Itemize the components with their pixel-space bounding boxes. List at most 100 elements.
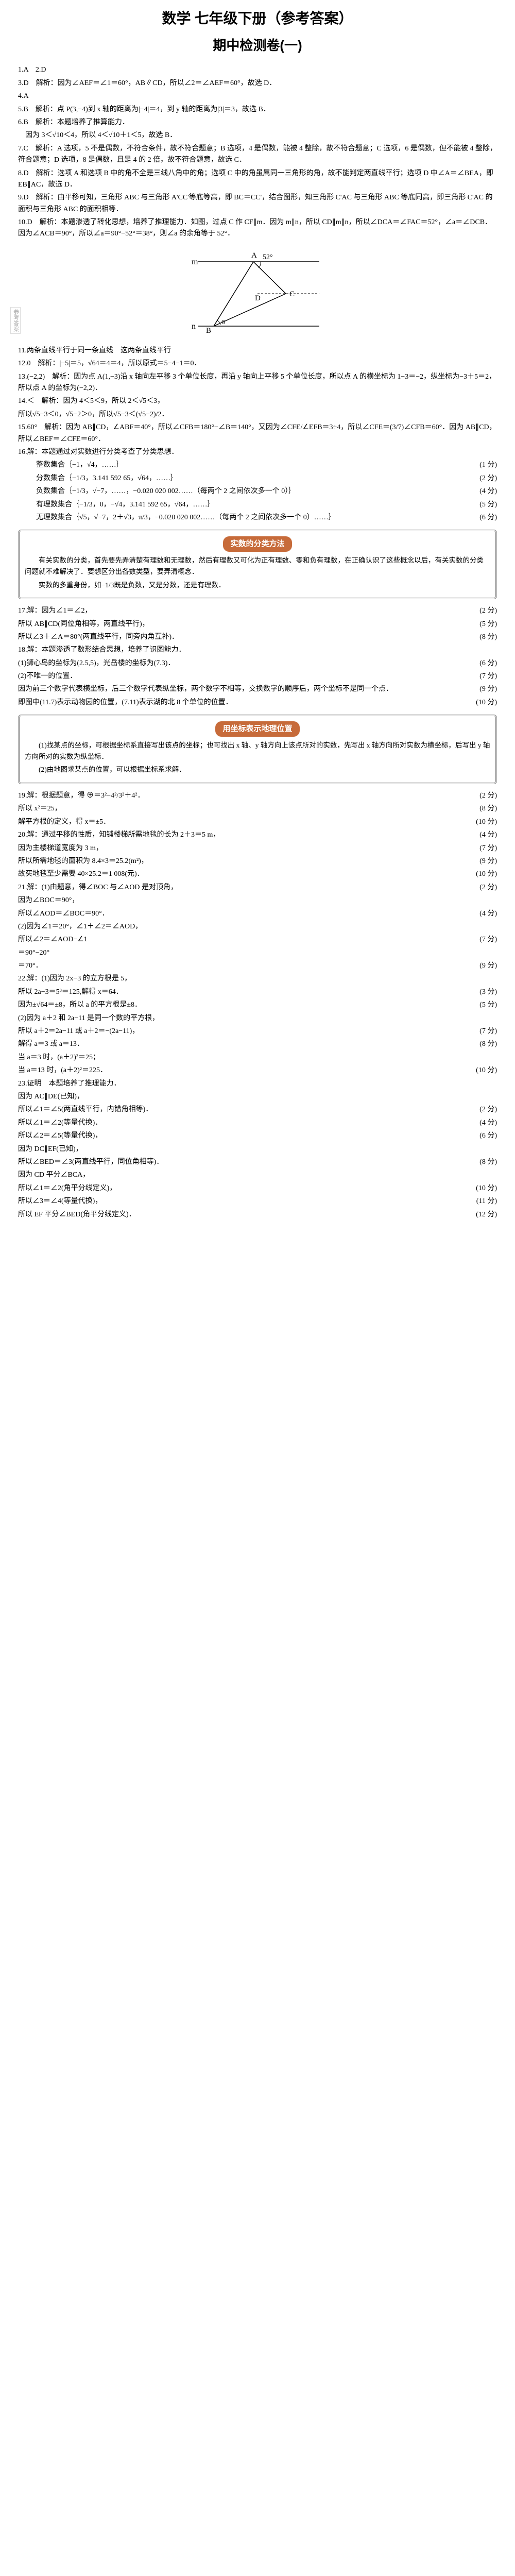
q17: 17.解：因为∠1＝∠2，(2 分) — [18, 605, 497, 617]
q6: 6.B 解析：本题培养了推算能力． — [18, 117, 497, 128]
q20d: 故买地毯至少需要 40×25.2＝1 008(元)．(10 分) — [18, 869, 497, 880]
q22d: (2)因为 a＋2 和 2a−11 是同一个数的平方根， — [18, 1013, 497, 1024]
q5: 5.B 解析：点 P(3,−4)到 x 轴的距离为|−4|＝4，到 y 轴的距离… — [18, 104, 497, 115]
q17c: 所以∠3＋∠A＝80°(两直线平行，同旁内角互补)．(8 分) — [18, 632, 497, 643]
q20: 20.解：通过平移的性质，知铺楼梯所需地毯的长为 2＋3＝5 m，(4 分) — [18, 829, 497, 841]
q14b: 所以√5−3＜0，√5−2＞0，所以√5−3＜(√5−2)/2． — [18, 409, 497, 420]
q22b: 所以 2a−3＝5³＝125,解得 x＝64．(3 分) — [18, 987, 497, 998]
q21b: 因为∠BOC＝90°， — [18, 895, 497, 906]
q23e: 因为 DC∥EF(已知)， — [18, 1144, 497, 1155]
q9: 9.D 解析：由平移可知，三角形 ABC 与三角形 A'CC'等底等高，即 BC… — [18, 192, 497, 215]
score: (7 分) — [479, 934, 497, 945]
svg-text:n: n — [192, 322, 196, 331]
q19: 19.解：根据题意，得 ⊕＝3²−4²/3²＋4²．(2 分) — [18, 790, 497, 802]
q22h: 当 a＝13 时，(a＋2)²＝225．(10 分) — [18, 1065, 497, 1076]
q21: 21.解：(1)由题意，得∠BOC 与∠AOD 是对顶角，(2 分) — [18, 882, 497, 893]
q19c: 解平方根的定义，得 x＝±5．(10 分) — [18, 817, 497, 828]
score: (6 分) — [479, 512, 497, 523]
s-frac: 分数集合｛−1/3，3.141 592 65，√64，……｝(2 分) — [36, 473, 497, 484]
figure-q10: 参考答案 m n A B C D 52° α — [18, 246, 497, 339]
q18b: (2)不唯一的位置．(7 分) — [18, 671, 497, 682]
q11: 11.两条直线平行于同一条直线 这两条直线平行 — [18, 345, 497, 357]
score: (7 分) — [479, 843, 497, 854]
q12: 12.0 解析：|−5|＝5，√64＝4＝4，所以原式＝5−4−1＝0． — [18, 358, 497, 369]
q8: 8.D 解析：选项 A 和选项 B 中的角不全是三线八角中的角；选项 C 中的角… — [18, 168, 497, 191]
content: 1.A 2.D3.D 解析：因为∠AEF＝∠1＝60°，AB∥CD，所以∠2＝∠… — [0, 64, 515, 1221]
subtitle: 期中检测卷(一) — [0, 35, 515, 57]
q21f: ＝90°−20° — [18, 947, 497, 959]
s-neg: 负数集合｛−1/3，√−7，……，−0.020 020 002……（每两个 2 … — [36, 486, 497, 497]
q17b: 所以 AB∥CD(同位角相等，两直线平行)，(5 分) — [18, 619, 497, 630]
score: (5 分) — [479, 499, 497, 511]
box1-p1: 有关实数的分类，首先要先弄清楚有理数和无理数，然后有理数又可化为正有理数、零和负… — [25, 555, 490, 577]
tip-box-1: 实数的分类方法 有关实数的分类，首先要先弄清楚有理数和无理数，然后有理数又可化为… — [18, 530, 497, 599]
q10: 10.D 解析：本题渗透了转化思想，培养了推理能力．如图，过点 C 作 CF∥m… — [18, 217, 497, 240]
q18c: 因为前三个数字代表横坐标，后三个数字代表纵坐标，两个数字不相等，交换数字的顺序后… — [18, 684, 497, 695]
q18d: 即图中(11.7)表示动物园的位置，(7.11)表示湖的北 8 个单位的位置．(… — [18, 697, 497, 708]
score: (8 分) — [479, 1039, 497, 1050]
q23h: 所以∠1＝∠2(角平分线定义)，(10 分) — [18, 1183, 497, 1194]
q23j: 所以 EF 平分∠BED(角平分线定义)．(12 分) — [18, 1209, 497, 1221]
score: (10 分) — [476, 1065, 497, 1076]
q23g: 因为 CD 平分∠BCA， — [18, 1170, 497, 1181]
q13: 13.(−2,2) 解析：因为点 A(1,−3)沿 x 轴向左平移 3 个单位长… — [18, 371, 497, 395]
answer-tag: 参考答案 — [10, 307, 21, 334]
box2-p2: (2)由地图求某点的位置，可以根据坐标系求解． — [25, 764, 490, 775]
score: (9 分) — [479, 960, 497, 972]
score: (5 分) — [479, 999, 497, 1011]
q23a: 因为 AC∥DE(已知)， — [18, 1091, 497, 1103]
box1-p2: 实数的多重身份，如−1/3既是负数，又是分数，还是有理数． — [25, 580, 490, 591]
q22c: 因为±√64＝±8，所以 a 的平方根是±8．(5 分) — [18, 999, 497, 1011]
q23b: 所以∠1＝∠5(两直线平行，内错角相等)．(2 分) — [18, 1104, 497, 1115]
score: (4 分) — [479, 829, 497, 841]
score: (9 分) — [479, 856, 497, 867]
score: (1 分) — [479, 460, 497, 471]
score: (8 分) — [479, 803, 497, 815]
score: (2 分) — [479, 1104, 497, 1115]
q6b: 因为 3＜√10＜4，所以 4＜√10＋1＜5，故选 B． — [18, 130, 497, 141]
svg-text:A: A — [251, 251, 257, 260]
svg-text:D: D — [255, 294, 261, 302]
q21d: (2)因为∠1＝20°，∠1＋∠2＝∠AOD， — [18, 921, 497, 933]
q23i: 所以∠3＝∠4(等量代换)，(11 分) — [18, 1196, 497, 1207]
score: (2 分) — [479, 790, 497, 802]
s-rat: 有理数集合｛−1/3，0，−√4，3.141 592 65，√64，……｝(5 … — [36, 499, 497, 511]
q21c: 所以∠AOD＝∠BOC＝90°．(4 分) — [18, 908, 497, 920]
score: (9 分) — [479, 684, 497, 695]
svg-text:C: C — [289, 290, 295, 298]
q20c: 所以所需地毯的面积为 8.4×3＝25.2(m²)，(9 分) — [18, 856, 497, 867]
score: (7 分) — [479, 671, 497, 682]
q22e: 所以 a＋2＝2a−11 或 a＋2＝−(2a−11)，(7 分) — [18, 1026, 497, 1037]
score: (4 分) — [479, 1117, 497, 1129]
q23f: 所以∠BED＝∠3(两直线平行，同位角相等)．(8 分) — [18, 1157, 497, 1168]
q16: 16.解：本题通过对实数进行分类考查了分类思想． — [18, 447, 497, 458]
q22: 22.解：(1)因为 2x−3 的立方根是 5， — [18, 973, 497, 985]
main-title: 数学 七年级下册（参考答案） — [0, 8, 515, 31]
q22f: 解得 a＝3 或 a＝13．(8 分) — [18, 1039, 497, 1050]
box2-p1: (1)找某点的坐标，可根据坐标系直接写出该点的坐标；也可找出 x 轴、y 轴方向… — [25, 740, 490, 762]
score: (6 分) — [479, 658, 497, 669]
score: (5 分) — [479, 619, 497, 630]
q23: 23.证明 本题培养了推理能力． — [18, 1078, 497, 1090]
q21e: 所以∠2＝∠AOD−∠1(7 分) — [18, 934, 497, 945]
q3: 3.D 解析：因为∠AEF＝∠1＝60°，AB∥CD，所以∠2＝∠AEF＝60°… — [18, 78, 497, 89]
svg-text:52°: 52° — [263, 253, 273, 261]
q4: 4.A — [18, 91, 497, 102]
q20b: 因为主楼梯道宽度为 3 m，(7 分) — [18, 843, 497, 854]
q7: 7.C 解析：A 选项，5 不是偶数，不符合条件，故不符合题意；B 选项，4 是… — [18, 143, 497, 166]
score: (10 分) — [476, 697, 497, 708]
score: (10 分) — [476, 817, 497, 828]
q18a: (1)狮心鸟的坐标为(2.5,5)，光岳楼的坐标为(7.3)．(6 分) — [18, 658, 497, 669]
score: (8 分) — [479, 1157, 497, 1168]
score: (12 分) — [476, 1209, 497, 1221]
header: 数学 七年级下册（参考答案） 期中检测卷(一) — [0, 0, 515, 63]
score: (7 分) — [479, 1026, 497, 1037]
score: (2 分) — [479, 882, 497, 893]
score: (4 分) — [479, 486, 497, 497]
q23c: 所以∠1＝∠2(等量代换)．(4 分) — [18, 1117, 497, 1129]
svg-text:α: α — [221, 318, 226, 326]
score: (10 分) — [476, 1183, 497, 1194]
q15: 15.60° 解析：因为 AB∥CD，∠ABF＝40°，所以∠CFB＝180°−… — [18, 422, 497, 445]
box2-title: 用坐标表示地理位置 — [215, 721, 299, 737]
svg-text:B: B — [206, 327, 211, 335]
